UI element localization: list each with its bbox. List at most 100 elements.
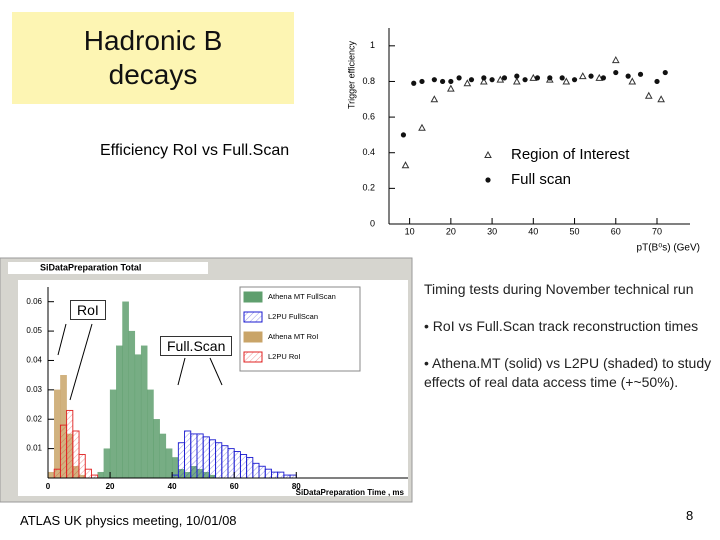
marker xyxy=(419,78,425,85)
hist-bar xyxy=(246,456,254,479)
bullet: • RoI vs Full.Scan track reconstruction … xyxy=(424,317,699,334)
hist-bar xyxy=(202,436,210,479)
hist-bar xyxy=(59,424,68,479)
marker xyxy=(431,77,437,83)
hist-bar xyxy=(227,448,235,479)
marker xyxy=(654,78,660,85)
marker xyxy=(562,77,571,85)
hist-bar xyxy=(177,442,186,479)
marker xyxy=(501,75,508,81)
x-tick-label: 40 xyxy=(528,226,538,236)
legend-label: Region of Interest xyxy=(511,146,630,163)
y-tick-label: 0.06 xyxy=(26,297,42,306)
legend-label: Athena MT FullScan xyxy=(268,292,336,301)
legend-swatch xyxy=(243,291,263,303)
marker xyxy=(448,78,454,85)
page-number: 8 xyxy=(686,508,694,523)
legend-label: Athena MT RoI xyxy=(268,332,318,341)
arrow xyxy=(177,357,186,386)
y-tick-label: 0.8 xyxy=(362,76,375,86)
marker xyxy=(559,75,565,81)
hist-bar xyxy=(258,465,266,479)
hist-bar xyxy=(190,433,198,479)
hist-bar xyxy=(239,454,248,479)
marker xyxy=(496,75,505,83)
marker xyxy=(512,77,521,85)
hist-bar xyxy=(147,389,154,479)
marker xyxy=(600,75,607,81)
hist-title: SiDataPreparation Total xyxy=(40,262,141,272)
hist-bar xyxy=(252,462,260,479)
marker xyxy=(447,84,455,92)
hist-bar xyxy=(277,471,285,479)
y-tick-label: 0.6 xyxy=(362,111,375,121)
hist-bar xyxy=(208,439,217,479)
y-tick-label: 0.03 xyxy=(26,385,42,394)
hist-bar xyxy=(140,345,148,479)
marker xyxy=(588,73,594,79)
y-tick-label: 0 xyxy=(370,218,375,228)
x-tick-label: 50 xyxy=(570,226,580,236)
legend-box xyxy=(239,286,361,372)
hist-header xyxy=(8,262,208,274)
title-text: Hadronic B decays xyxy=(83,25,223,90)
footer: ATLAS UK physics meeting, 10/01/08 xyxy=(20,513,237,528)
marker xyxy=(400,132,407,138)
hist-bar xyxy=(66,409,74,479)
hist-bar xyxy=(270,471,279,479)
x-tick-label: 20 xyxy=(446,226,456,236)
arrow xyxy=(57,323,67,356)
arrow xyxy=(209,357,223,386)
y-tick-label: 1 xyxy=(370,40,375,50)
x-tick-label: 30 xyxy=(487,226,497,236)
hist-bar xyxy=(53,468,61,479)
hist-bar xyxy=(78,454,86,479)
marker xyxy=(547,75,553,81)
x-axis-label: SiDataPreparation Time , ms xyxy=(296,488,405,497)
legend-marker xyxy=(485,177,491,183)
marker xyxy=(489,77,495,83)
marker xyxy=(578,72,587,80)
y-tick-label: 0.05 xyxy=(26,326,42,335)
notes-heading: Timing tests during November technical r… xyxy=(424,281,694,297)
x-tick-label: 20 xyxy=(106,482,115,491)
hist-bar xyxy=(54,389,61,479)
hist-bar xyxy=(153,419,160,479)
hist-bar xyxy=(233,451,241,479)
legend-swatch xyxy=(243,351,263,363)
marker xyxy=(456,75,462,81)
x-tick-label: 70 xyxy=(652,226,662,236)
marker xyxy=(571,77,578,83)
hist-bar xyxy=(84,468,92,479)
hist-bar xyxy=(47,471,55,479)
slide-title: Hadronic B decays xyxy=(12,12,294,104)
hist-bar xyxy=(97,471,105,479)
marker xyxy=(468,77,475,83)
marker xyxy=(479,77,488,85)
y-tick-label: 0.02 xyxy=(26,414,42,423)
hist-bar xyxy=(215,442,223,479)
marker xyxy=(514,73,520,79)
x-tick-label: 80 xyxy=(292,482,301,491)
x-tick-label: 10 xyxy=(405,226,415,236)
y-tick-label: 0.4 xyxy=(362,147,375,157)
x-tick-label: 0 xyxy=(46,482,51,491)
marker xyxy=(401,161,410,169)
hist-bar xyxy=(122,301,129,479)
marker xyxy=(657,95,665,103)
marker xyxy=(534,75,541,81)
hist-bar xyxy=(264,468,272,479)
hist-bar xyxy=(184,430,192,479)
marker xyxy=(529,73,538,81)
hist-bar xyxy=(165,448,173,479)
x-axis-label: pT(B⁰s) (GeV) xyxy=(637,243,700,254)
marker xyxy=(522,77,528,83)
marker xyxy=(611,56,620,64)
marker xyxy=(637,71,644,77)
hist-bar xyxy=(221,445,229,479)
marker xyxy=(463,79,472,87)
y-axis-label: Trigger efficiency xyxy=(346,40,356,109)
marker xyxy=(644,91,653,99)
